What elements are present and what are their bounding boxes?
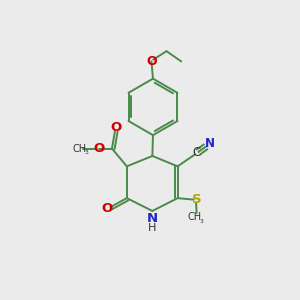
Text: N: N [147,212,158,225]
Text: CH: CH [188,212,202,223]
Text: O: O [101,202,112,215]
Text: H: H [148,223,157,233]
Text: O: O [110,121,121,134]
Text: CH: CH [73,143,87,154]
Text: O: O [146,55,157,68]
Text: C: C [192,146,200,159]
Text: $_3$: $_3$ [199,217,204,226]
Text: S: S [192,193,202,206]
Text: $_3$: $_3$ [84,148,89,157]
Text: O: O [93,142,104,155]
Text: N: N [205,137,215,150]
